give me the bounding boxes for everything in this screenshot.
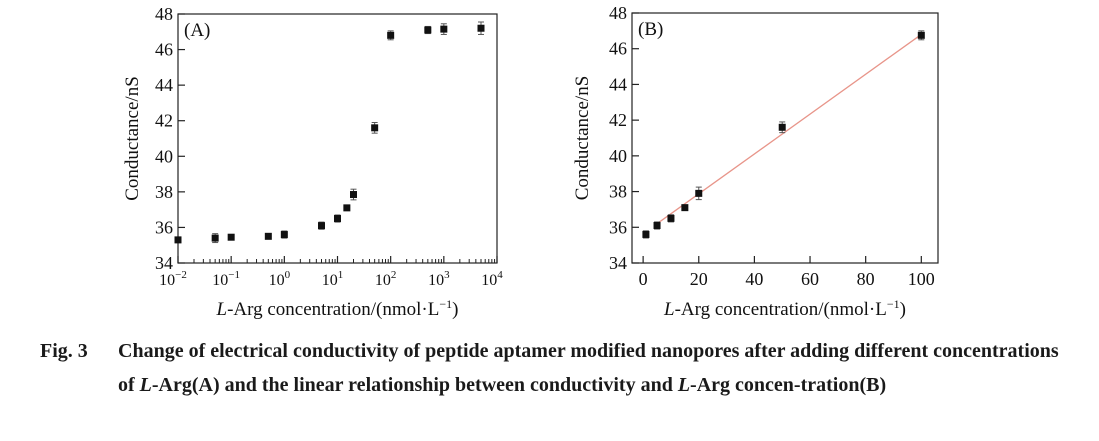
data-point (334, 215, 341, 223)
y-tick-label: 46 (155, 40, 173, 60)
data-point (681, 204, 689, 212)
caption-part: L (139, 374, 152, 396)
plot-frame (631, 12, 939, 264)
data-point (477, 24, 485, 32)
x-tick-exp: −2 (175, 269, 187, 281)
x-axis-label-italic: L (216, 299, 228, 320)
data-point (917, 31, 925, 39)
data-point (227, 233, 235, 241)
data-point (440, 25, 448, 33)
x-tick-label: 10−2 (159, 269, 187, 289)
x-tick-base: 10 (212, 272, 228, 289)
x-tick-label: 60 (801, 269, 819, 289)
y-tick-label: 36 (609, 217, 627, 237)
data-point (174, 236, 182, 244)
x-axis-label-exp: −1 (439, 297, 452, 311)
x-tick-label: 20 (690, 269, 708, 289)
y-tick-label: 38 (609, 182, 627, 202)
data-point (778, 123, 786, 131)
y-tick-label: 42 (155, 111, 173, 131)
x-axis-label-exp: −1 (887, 297, 900, 311)
caption-part: -Arg concen-tration(B) (690, 374, 887, 396)
x-axis-label-italic: L (663, 299, 675, 320)
x-tick-base: 10 (269, 272, 285, 289)
x-axis-label-text: -Arg concentration/(nmol·L (227, 299, 439, 320)
x-tick-label: 104 (481, 269, 503, 289)
x-axis-label-close: ) (900, 299, 906, 320)
x-axis-label-close: ) (452, 299, 458, 320)
chart-panel-b: 34 36 38 40 42 44 46 48 0 20 40 60 80 100 (B) Conductan… (572, 3, 939, 320)
x-tick-label: 80 (857, 269, 875, 289)
caption-part: Change of electrical conductivity of pep… (118, 340, 1059, 396)
x-tick-label: 0 (639, 269, 648, 289)
y-tick-label: 40 (609, 146, 627, 166)
data-point (667, 214, 675, 222)
x-tick-label: 102 (375, 269, 397, 289)
y-tick-label: 46 (609, 39, 627, 59)
data-point (350, 191, 358, 199)
data-point (280, 231, 288, 239)
x-tick-label: 40 (745, 269, 763, 289)
plot-frame (177, 13, 498, 264)
x-tick-exp: 4 (497, 269, 503, 281)
y-tick-label: 38 (155, 182, 173, 202)
panel-label: (B) (638, 19, 663, 40)
y-tick-label: 40 (155, 146, 173, 166)
x-axis-label: L-Arg concentration/(nmol·L−1) (216, 297, 459, 320)
caption-part: L (677, 374, 691, 396)
x-tick-base: 10 (375, 272, 391, 289)
data-point (211, 234, 219, 242)
caption-part: -Arg(A) and the linear relationship betw… (151, 374, 678, 396)
panel-label: (A) (184, 20, 210, 41)
x-axis-label-text: -Arg concentration/(nmol·L (675, 299, 887, 320)
y-tick-label: 48 (609, 3, 627, 23)
data-point (343, 204, 351, 212)
y-tick-label: 48 (155, 4, 173, 24)
y-axis-label: Conductance/nS (572, 76, 593, 201)
x-axis-label: L-Arg concentration/(nmol·L−1) (663, 297, 906, 320)
data-point (317, 222, 325, 230)
x-tick-base: 10 (159, 272, 175, 289)
data-point (371, 124, 379, 132)
data-point (653, 222, 661, 229)
caption-number: Fig. 3 (40, 340, 88, 362)
x-tick-exp: 0 (285, 269, 291, 281)
data-point (424, 26, 432, 34)
x-tick-label: 101 (322, 269, 344, 289)
x-tick-label: 100 (269, 269, 291, 289)
x-tick-base: 10 (481, 272, 497, 289)
data-point (695, 189, 703, 197)
x-tick-label: 10−1 (212, 269, 240, 289)
x-tick-label: 100 (908, 269, 935, 289)
x-tick-exp: 3 (444, 269, 450, 281)
y-tick-label: 34 (609, 253, 627, 273)
x-tick-base: 10 (428, 272, 444, 289)
x-tick-base: 10 (322, 272, 338, 289)
y-tick-label: 36 (155, 217, 173, 237)
y-tick-label: 44 (155, 75, 173, 95)
y-tick-label: 42 (609, 110, 627, 130)
x-tick-exp: −1 (228, 269, 240, 281)
y-tick-label: 44 (609, 74, 627, 94)
y-axis-label: Conductance/nS (122, 76, 143, 201)
x-tick-label: 103 (428, 269, 450, 289)
data-point (387, 31, 395, 39)
x-tick-exp: 1 (338, 269, 344, 281)
caption-text: Change of electrical conductivity of pep… (118, 334, 1068, 402)
data-point (264, 232, 272, 240)
y-tick-label: 34 (155, 253, 173, 273)
x-tick-exp: 2 (391, 269, 397, 281)
data-point (642, 230, 650, 238)
